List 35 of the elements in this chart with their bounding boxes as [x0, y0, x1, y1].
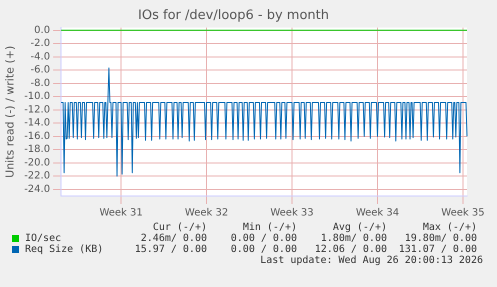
text: Avg (-/+): [332, 222, 387, 233]
text: Max (-/+): [422, 222, 477, 233]
y-tick-label: -18.0: [24, 144, 50, 156]
text: 19.80m/ 0.00: [404, 233, 477, 244]
text: Min (-/+): [242, 222, 297, 233]
text: 1.80m/ 0.00: [320, 233, 387, 244]
text: 15.97 / 0.00: [134, 244, 207, 255]
text: Last update: Wed Aug 26 20:00:13 2026: [259, 255, 484, 266]
text: 0.00 / 0.00: [230, 233, 297, 244]
y-tick-label: -4.0: [30, 51, 50, 62]
x-tick-label: Week 33: [270, 208, 314, 219]
y-axis-title: Units read (-) / write (+): [3, 46, 16, 178]
y-tick-label: -2.0: [30, 38, 50, 50]
x-tick-label: Week 34: [356, 208, 400, 219]
y-tick-label: -24.0: [24, 184, 50, 195]
x-tick-label: Week 31: [99, 208, 143, 219]
text: 2.46m/ 0.00: [140, 233, 207, 244]
y-tick-label: -14.0: [24, 118, 50, 129]
text: 0.00 / 0.00: [230, 244, 297, 255]
chart-title: IOs for /dev/loop6 - by month: [138, 8, 329, 24]
x-tick-label: Week 35: [441, 208, 485, 219]
y-tick-label: 0.0: [34, 24, 50, 36]
y-tick-label: -6.0: [30, 64, 50, 76]
text: 131.07 / 0.00: [398, 244, 477, 255]
text: 12.06 / 0.00: [314, 244, 387, 255]
y-tick-label: -20.0: [24, 157, 50, 168]
x-tick-label: Week 32: [184, 208, 228, 219]
y-tick-label: -10.0: [24, 91, 50, 102]
y-tick-label: -22.0: [24, 170, 50, 182]
text: Cur (-/+): [152, 222, 207, 233]
legend-label: IO/sec: [25, 233, 62, 244]
y-tick-label: -12.0: [24, 104, 50, 116]
y-tick-label: -8.0: [30, 78, 50, 89]
y-tick-label: -16.0: [24, 130, 50, 142]
legend-label: Req Size (KB): [25, 244, 104, 255]
